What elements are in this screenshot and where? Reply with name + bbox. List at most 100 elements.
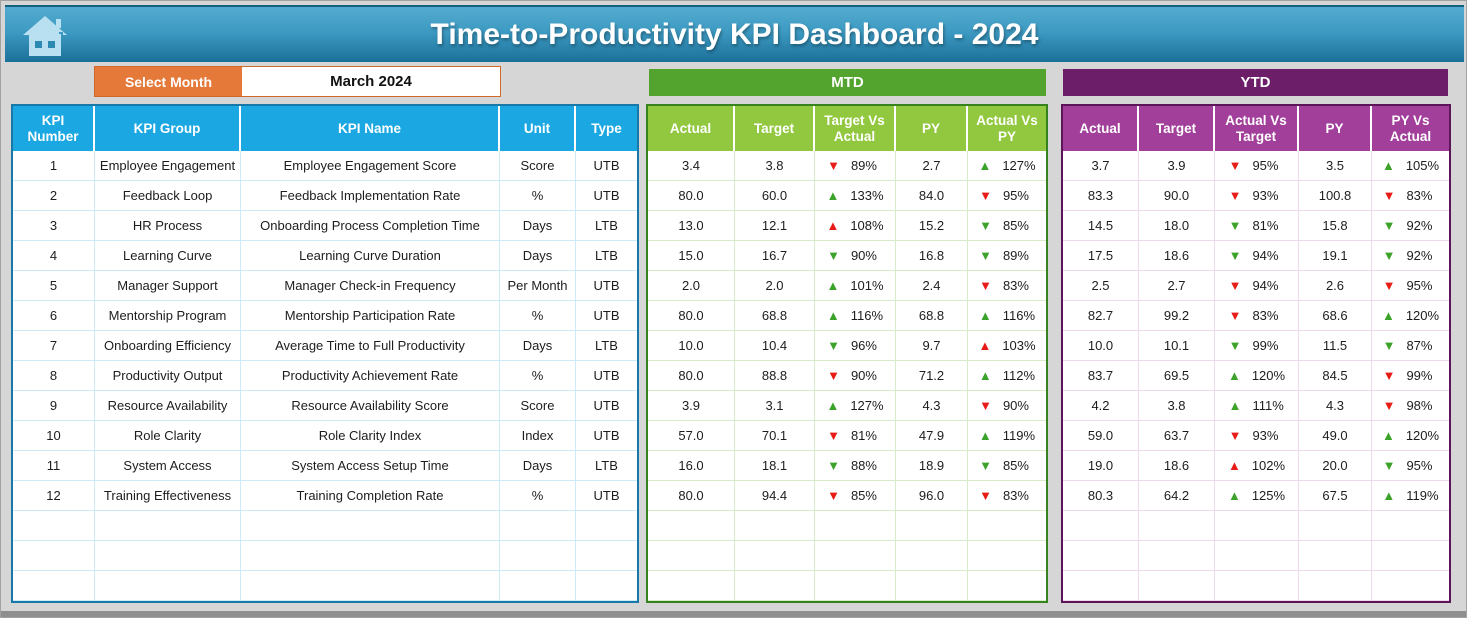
kpi-number-cell: 1 — [13, 151, 95, 181]
empty-cell — [1139, 541, 1215, 571]
arrow-up-icon: ▲ — [978, 158, 992, 173]
target-cell: 68.8 — [735, 301, 815, 331]
target-cell: 64.2 — [1139, 481, 1215, 511]
arrow-down-icon: ▼ — [827, 338, 840, 353]
variance-value: 92% — [1406, 218, 1433, 233]
month-selector-value[interactable]: March 2024 — [330, 73, 412, 90]
variance-cell: ▼ 85% — [968, 451, 1046, 481]
kpi-number-cell: 5 — [13, 271, 95, 301]
variance-value: 108% — [850, 218, 884, 233]
variance-value: 112% — [1002, 368, 1036, 383]
py-cell: 16.8 — [896, 241, 968, 271]
arrow-down-icon: ▼ — [1382, 398, 1396, 413]
kpi-column-header: KPI Number — [13, 106, 95, 151]
arrow-down-icon: ▼ — [827, 368, 840, 383]
variance-value: 95% — [1406, 458, 1433, 473]
arrow-up-icon: ▲ — [978, 368, 992, 383]
actual-cell: 80.0 — [648, 481, 735, 511]
arrow-down-icon: ▼ — [1382, 458, 1396, 473]
ytd-column-header: PY Vs Actual — [1372, 106, 1449, 151]
kpi-name-cell: Resource Availability Score — [241, 391, 500, 421]
home-button[interactable] — [21, 15, 69, 57]
ytd-table: Actual Target Actual Vs Target PY PY Vs … — [1061, 104, 1451, 603]
empty-cell — [1139, 571, 1215, 601]
py-cell: 71.2 — [896, 361, 968, 391]
variance-value: 102% — [1251, 458, 1286, 473]
kpi-name-cell: System Access Setup Time — [241, 451, 500, 481]
kpi-unit-cell: Index — [500, 421, 576, 451]
kpi-unit-cell: Days — [500, 451, 576, 481]
variance-value: 99% — [1406, 368, 1433, 383]
target-cell: 69.5 — [1139, 361, 1215, 391]
actual-cell: 3.7 — [1063, 151, 1139, 181]
variance-cell: ▼ 83% — [1215, 301, 1299, 331]
kpi-group-cell: Resource Availability — [95, 391, 241, 421]
empty-cell — [13, 511, 95, 541]
empty-cell — [1299, 511, 1372, 541]
variance-cell: ▼ 94% — [1215, 271, 1299, 301]
actual-cell: 80.0 — [648, 181, 735, 211]
variance-value: 85% — [1002, 458, 1029, 473]
kpi-table: KPI Number KPI Group KPI Name Unit Type … — [11, 104, 639, 603]
actual-cell: 19.0 — [1063, 451, 1139, 481]
variance-value: 120% — [1405, 308, 1440, 323]
variance-cell: ▼ 96% — [815, 331, 896, 361]
actual-cell: 10.0 — [1063, 331, 1139, 361]
py-cell: 19.1 — [1299, 241, 1372, 271]
kpi-unit-cell: Per Month — [500, 271, 576, 301]
py-cell: 4.3 — [896, 391, 968, 421]
variance-value: 96% — [850, 338, 877, 353]
variance-cell: ▼ 89% — [815, 151, 896, 181]
kpi-name-cell: Employee Engagement Score — [241, 151, 500, 181]
empty-cell — [576, 571, 637, 601]
actual-cell: 83.7 — [1063, 361, 1139, 391]
kpi-type-cell: UTB — [576, 361, 637, 391]
variance-cell: ▲ 127% — [815, 391, 896, 421]
arrow-up-icon: ▲ — [1227, 488, 1241, 503]
variance-cell: ▼ 81% — [815, 421, 896, 451]
actual-cell: 3.9 — [648, 391, 735, 421]
arrow-down-icon: ▼ — [827, 428, 840, 443]
variance-cell: ▼ 99% — [1372, 361, 1449, 391]
empty-cell — [968, 541, 1046, 571]
arrow-down-icon: ▼ — [827, 488, 840, 503]
actual-cell: 17.5 — [1063, 241, 1139, 271]
target-cell: 3.8 — [1139, 391, 1215, 421]
py-cell: 20.0 — [1299, 451, 1372, 481]
actual-cell: 82.7 — [1063, 301, 1139, 331]
target-cell: 18.1 — [735, 451, 815, 481]
arrow-up-icon: ▲ — [1381, 308, 1395, 323]
arrow-down-icon: ▼ — [1382, 278, 1396, 293]
mtd-section-banner: MTD — [649, 69, 1046, 96]
empty-cell — [1063, 511, 1139, 541]
target-cell: 3.9 — [1139, 151, 1215, 181]
kpi-type-cell: UTB — [576, 151, 637, 181]
empty-cell — [735, 511, 815, 541]
arrow-down-icon: ▼ — [827, 158, 840, 173]
arrow-down-icon: ▼ — [1382, 188, 1396, 203]
arrow-up-icon: ▲ — [978, 308, 992, 323]
variance-value: 90% — [850, 368, 877, 383]
kpi-type-cell: LTB — [576, 241, 637, 271]
variance-cell: ▲ 127% — [968, 151, 1046, 181]
kpi-unit-cell: % — [500, 181, 576, 211]
empty-cell — [896, 571, 968, 601]
variance-value: 87% — [1406, 338, 1433, 353]
py-cell: 100.8 — [1299, 181, 1372, 211]
kpi-group-cell: Employee Engagement — [95, 151, 241, 181]
variance-cell: ▼ 90% — [968, 391, 1046, 421]
py-cell: 84.0 — [896, 181, 968, 211]
window-bottom-edge — [1, 611, 1466, 617]
variance-cell: ▼ 99% — [1215, 331, 1299, 361]
kpi-type-cell: UTB — [576, 271, 637, 301]
target-cell: 94.4 — [735, 481, 815, 511]
py-cell: 4.3 — [1299, 391, 1372, 421]
mtd-column-header: Target Vs Actual — [815, 106, 896, 151]
variance-value: 92% — [1406, 248, 1433, 263]
actual-cell: 2.5 — [1063, 271, 1139, 301]
ytd-column-header: Target — [1139, 106, 1215, 151]
kpi-name-cell: Feedback Implementation Rate — [241, 181, 500, 211]
py-cell: 11.5 — [1299, 331, 1372, 361]
kpi-type-cell: UTB — [576, 391, 637, 421]
variance-value: 127% — [850, 398, 884, 413]
